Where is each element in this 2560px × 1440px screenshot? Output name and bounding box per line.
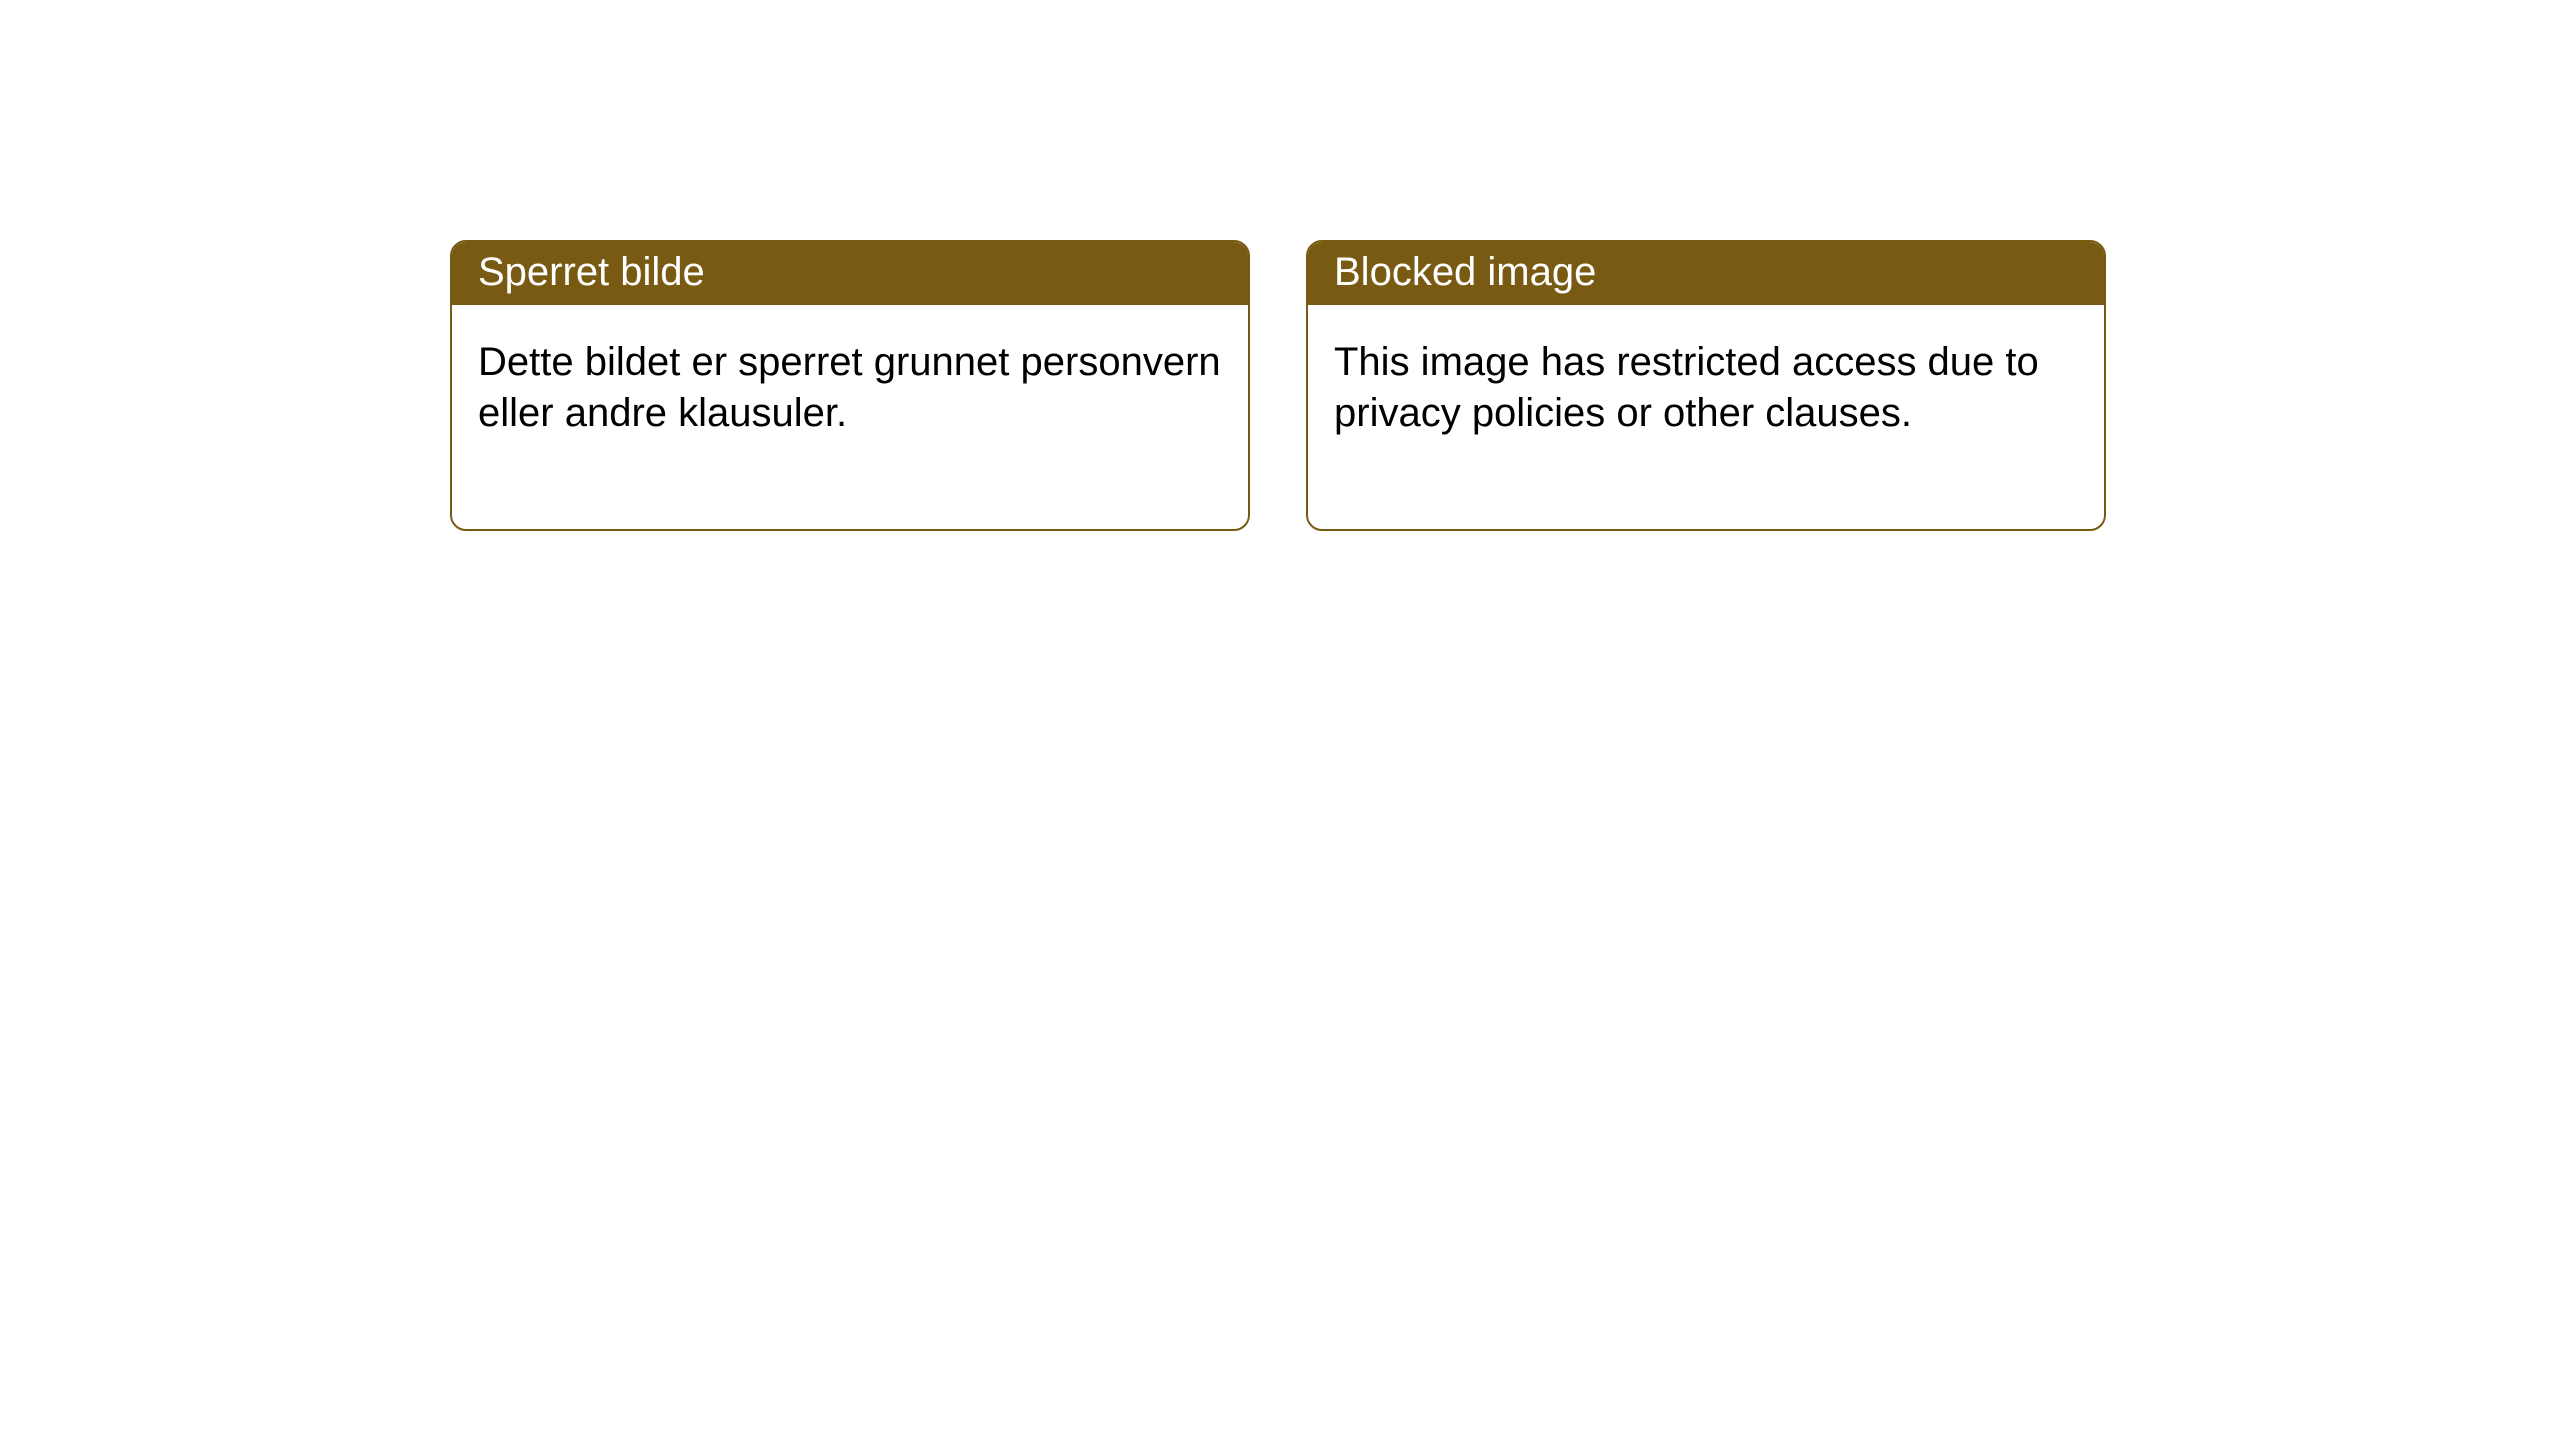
notice-body-norwegian: Dette bildet er sperret grunnet personve… bbox=[452, 305, 1248, 529]
notice-body-english: This image has restricted access due to … bbox=[1308, 305, 2104, 529]
notice-header-english: Blocked image bbox=[1308, 242, 2104, 305]
notice-header-norwegian: Sperret bilde bbox=[452, 242, 1248, 305]
notice-card-english: Blocked image This image has restricted … bbox=[1306, 240, 2106, 531]
notice-container: Sperret bilde Dette bildet er sperret gr… bbox=[450, 240, 2106, 531]
notice-card-norwegian: Sperret bilde Dette bildet er sperret gr… bbox=[450, 240, 1250, 531]
